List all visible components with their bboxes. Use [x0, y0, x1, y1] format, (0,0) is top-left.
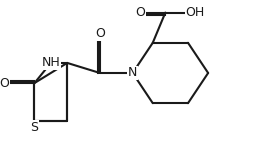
- Text: O: O: [0, 77, 9, 90]
- Text: N: N: [128, 66, 137, 79]
- Text: NH: NH: [41, 56, 60, 69]
- Text: S: S: [30, 121, 38, 134]
- Text: OH: OH: [186, 6, 205, 19]
- Text: O: O: [135, 6, 145, 19]
- Text: O: O: [95, 27, 105, 40]
